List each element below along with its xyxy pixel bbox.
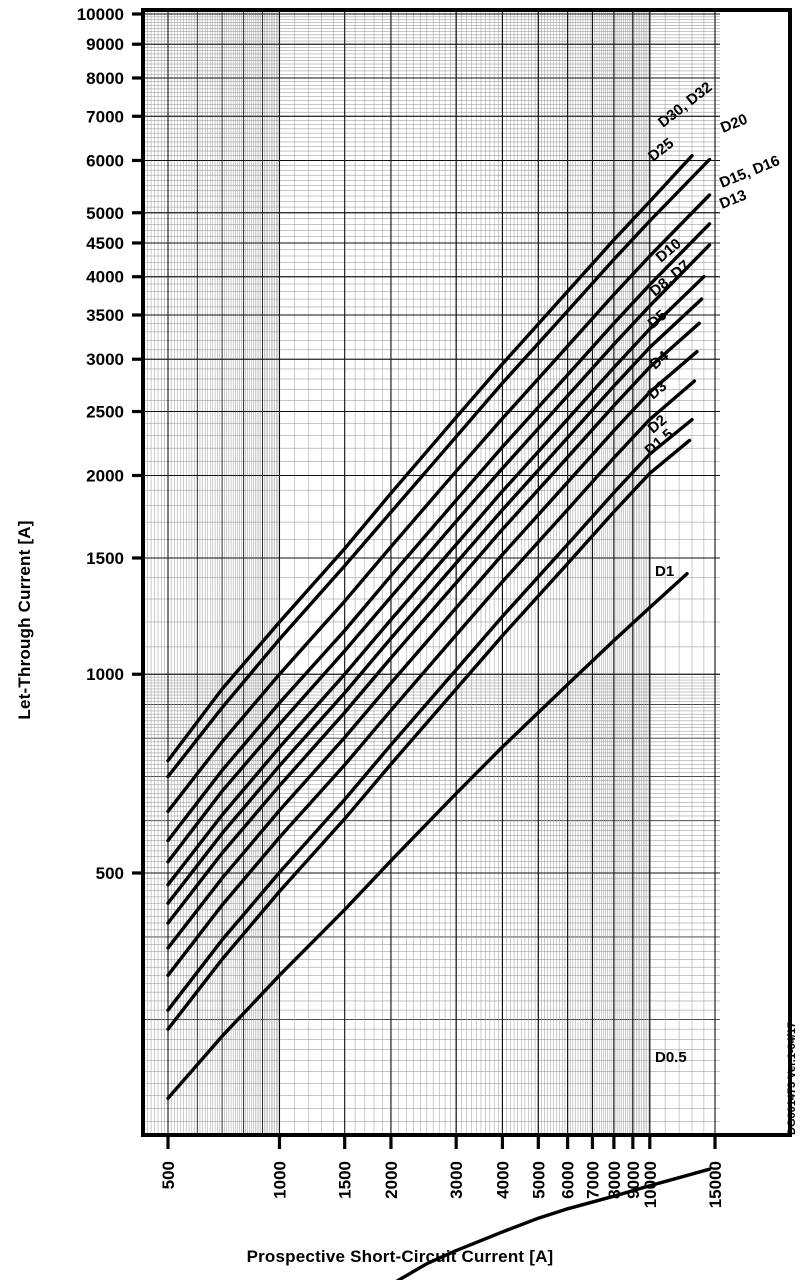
curve-d20 [166,193,712,813]
document-code: DG001473 Ver.1-04/17 [786,1022,798,1135]
y-tick-label: 2500 [86,403,124,422]
y-tick-label: 3000 [86,350,124,369]
x-tick-label: 500 [159,1161,178,1189]
x-tick-label: 1000 [271,1161,290,1199]
y-axis-title: Let-Through Current [A] [15,520,34,719]
y-tick-label: 7000 [86,107,124,126]
y-tick-label: 6000 [86,151,124,170]
axis-ticks: 1000090008000700060005000450040003500300… [77,5,725,1208]
x-tick-label: 6000 [559,1161,578,1199]
x-tick-label: 4000 [493,1161,512,1199]
y-tick-label: 8000 [86,69,124,88]
curve-d1 [166,572,689,1100]
x-tick-label: 5000 [529,1161,548,1199]
x-tick-label: 8000 [605,1161,624,1199]
x-tick-label: 9000 [624,1161,643,1199]
x-tick-label: 7000 [583,1161,602,1199]
x-tick-label: 15000 [706,1161,725,1208]
y-tick-label: 2000 [86,466,124,485]
curve-d13 [166,243,712,864]
grid [143,10,720,1135]
curve-label-l-d1: D1 [655,563,674,580]
curve-d30-d32 [166,154,694,763]
x-tick-label: 3000 [447,1161,466,1199]
y-tick-label: 3500 [86,306,124,325]
curve-d25 [166,157,712,779]
y-tick-label: 5000 [86,204,124,223]
y-tick-label: 1000 [86,665,124,684]
x-tick-label: 10000 [641,1161,660,1208]
plot-frame [141,8,792,1137]
curve-d4 [166,350,699,950]
curve-d8-d7 [166,297,704,905]
curve-d10 [166,275,706,887]
x-tick-label: 1500 [336,1161,355,1199]
x-tick-label: 2000 [382,1161,401,1199]
y-tick-label: 1500 [86,549,124,568]
curve-d1-5 [166,438,692,1031]
curve-d5 [166,321,701,925]
curve-d0-5 [395,1167,712,1280]
y-tick-label: 4000 [86,268,124,287]
curve-d3 [166,379,697,977]
x-axis-title: Prospective Short-Circuit Current [A] [247,1247,554,1266]
curve-d2 [166,418,694,1012]
y-tick-label: 9000 [86,35,124,54]
y-tick-label: 500 [96,864,124,883]
curve-label-l-d05: D0.5 [655,1049,687,1066]
y-tick-label: 10000 [77,5,124,24]
curve-d15-d16 [166,222,712,843]
curve-set [166,154,712,1280]
y-tick-label: 4500 [86,234,124,253]
